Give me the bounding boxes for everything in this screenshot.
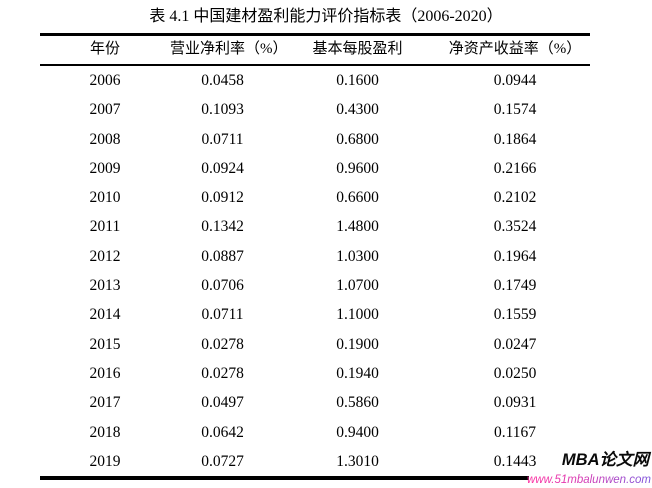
table-body: 2006 0.0458 0.1600 0.0944 2007 0.1093 0.4300 0.… — [40, 66, 590, 476]
value-cell: 0.0924 — [201, 159, 244, 177]
indicator-table: 年份 营业净利率（%） 基本每股盈利 净资产收益率（%） 2006 0.0458 0… — [40, 33, 590, 476]
year-cell: 2017 — [89, 394, 121, 412]
value-cell: 0.0247 — [493, 335, 537, 353]
year-cell: 2010 — [89, 189, 121, 207]
value-cell: 0.9600 — [336, 159, 379, 177]
column-header-year: 年份 — [89, 41, 120, 57]
table-row: 2014 0.0711 1.1000 0.1559 — [40, 300, 590, 329]
year-cell: 2019 — [89, 452, 121, 470]
value-cell: 0.2166 — [493, 159, 537, 177]
value-cell: 1.0700 — [336, 277, 379, 295]
value-cell: 0.1900 — [336, 335, 379, 353]
value-cell: 0.0458 — [201, 72, 244, 89]
table-row: 2007 0.1093 0.4300 0.1574 — [40, 95, 590, 124]
year-cell: 2018 — [89, 423, 121, 441]
year-cell: 2011 — [89, 218, 121, 236]
value-cell: 0.1600 — [336, 72, 379, 89]
watermark-site-url: www.51mbalunwen.com — [526, 474, 651, 486]
value-cell: 1.1000 — [336, 306, 379, 324]
value-cell: 0.6600 — [336, 189, 379, 207]
table-bottom-rule — [40, 476, 529, 480]
table-row: 2008 0.0711 0.6800 0.1864 — [40, 125, 590, 154]
year-cell: 2013 — [89, 277, 121, 295]
value-cell: 0.4300 — [336, 101, 379, 119]
value-cell: 0.3524 — [493, 218, 537, 236]
value-cell: 0.0250 — [493, 364, 537, 382]
value-cell: 0.5860 — [336, 394, 379, 412]
value-cell: 0.1574 — [493, 101, 537, 119]
column-header-net-profit-margin: 营业净利率（%） — [170, 41, 288, 57]
value-cell: 0.1167 — [493, 423, 537, 441]
value-cell: 0.0887 — [201, 247, 244, 265]
table-row: 2015 0.0278 0.1900 0.0247 — [40, 330, 590, 359]
table-row: 2016 0.0278 0.1940 0.0250 — [40, 359, 590, 388]
value-cell: 0.0278 — [201, 364, 244, 382]
year-cell: 2015 — [89, 335, 121, 353]
value-cell: 0.0711 — [201, 130, 244, 148]
value-cell: 0.9400 — [336, 423, 379, 441]
value-cell: 0.0497 — [201, 394, 244, 412]
column-header-roe: 净资产收益率（%） — [448, 41, 582, 57]
value-cell: 0.2102 — [493, 189, 537, 207]
value-cell: 0.0278 — [201, 335, 244, 353]
value-cell: 1.0300 — [336, 247, 379, 265]
value-cell: 0.1864 — [493, 130, 537, 148]
value-cell: 0.1443 — [493, 452, 537, 470]
value-cell: 0.1749 — [493, 277, 537, 295]
value-cell: 0.0642 — [201, 423, 244, 441]
value-cell: 0.1964 — [493, 247, 537, 265]
value-cell: 0.0944 — [493, 72, 537, 89]
value-cell: 0.0706 — [201, 277, 244, 295]
table-row: 2009 0.0924 0.9600 0.2166 — [40, 154, 590, 183]
year-cell: 2008 — [89, 130, 121, 148]
value-cell: 0.0727 — [201, 452, 244, 470]
value-cell: 0.6800 — [336, 130, 379, 148]
table-row: 2012 0.0887 1.0300 0.1964 — [40, 242, 590, 271]
year-cell: 2009 — [89, 159, 121, 177]
value-cell: 0.1940 — [336, 364, 379, 382]
watermark-site-name: MBA论文网 — [561, 451, 649, 469]
table-row: 2013 0.0706 1.0700 0.1749 — [40, 271, 590, 300]
year-cell: 2016 — [89, 364, 121, 382]
table-row: 2017 0.0497 0.5860 0.0931 — [40, 388, 590, 417]
value-cell: 0.0931 — [493, 394, 537, 412]
table-caption: 表 4.1 中国建材盈利能力评价指标表（2006-2020） — [149, 8, 503, 25]
table-row: 2011 0.1342 1.4800 0.3524 — [40, 212, 590, 241]
value-cell: 0.1093 — [201, 101, 244, 119]
table-row: 2019 0.0727 1.3010 0.1443 — [40, 447, 590, 476]
value-cell: 0.1342 — [201, 218, 244, 236]
value-cell: 0.0912 — [201, 189, 244, 207]
value-cell: 0.0711 — [201, 306, 244, 324]
value-cell: 1.3010 — [336, 452, 379, 470]
table-row: 2006 0.0458 0.1600 0.0944 — [40, 66, 590, 95]
table-row: 2010 0.0912 0.6600 0.2102 — [40, 183, 590, 212]
year-cell: 2014 — [89, 306, 121, 324]
column-header-basic-eps: 基本每股盈利 — [312, 41, 403, 57]
table-header-row: 年份 营业净利率（%） 基本每股盈利 净资产收益率（%） — [40, 36, 590, 66]
table-row: 2018 0.0642 0.9400 0.1167 — [40, 418, 590, 447]
value-cell: 1.4800 — [336, 218, 379, 236]
year-cell: 2012 — [89, 247, 121, 265]
year-cell: 2006 — [89, 72, 121, 89]
value-cell: 0.1559 — [493, 306, 537, 324]
year-cell: 2007 — [89, 101, 121, 119]
